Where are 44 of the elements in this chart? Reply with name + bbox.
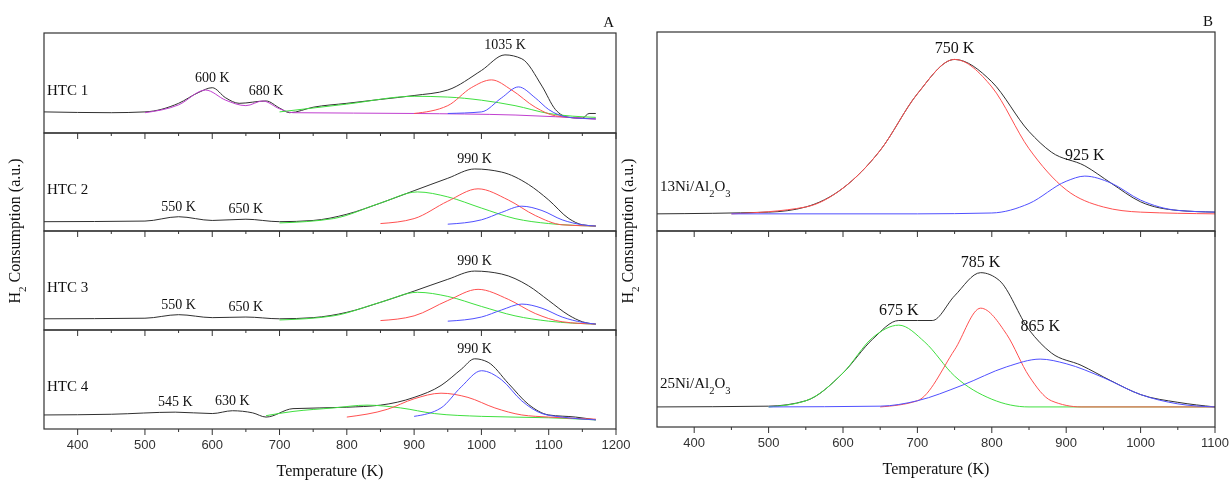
annotation: 990 K — [457, 253, 492, 269]
text: HTC 3 — [47, 279, 89, 296]
x-tick-label: 400 — [66, 437, 89, 452]
annotation: 750 K — [934, 39, 975, 57]
x-axis-title: Temperature (K) — [276, 462, 384, 480]
text: 13Ni/Al$_{2}$O$_{3}$ — [660, 178, 731, 199]
annotation: 545 K — [157, 394, 193, 410]
text: HTC 2 — [47, 180, 89, 197]
x-tick-label: 800 — [980, 435, 1003, 450]
annotation: 600 K — [194, 69, 230, 85]
text: 25Ni/Al$_{2}$O$_{3}$ — [660, 374, 731, 396]
x-axis-title: Temperature (K) — [882, 460, 990, 478]
x-tick-label: 500 — [757, 435, 780, 450]
text: HTC 4 — [47, 378, 89, 395]
annotation: 990 K — [457, 340, 492, 356]
annotation: 680 K — [248, 82, 284, 98]
annotation: 550 K — [161, 296, 196, 312]
x-tick-label: 900 — [1055, 435, 1078, 450]
annotation: 550 K — [161, 198, 196, 214]
x-tick-label: 1100 — [534, 437, 563, 452]
annotation: 865 K — [1020, 317, 1061, 335]
annotation: 785 K — [960, 252, 1001, 270]
annotation: 990 K — [457, 150, 492, 166]
annotation: 675 K — [879, 300, 920, 318]
x-tick-label: 700 — [268, 437, 291, 452]
annotation: 1035 K — [484, 36, 526, 52]
x-tick-label: 1100 — [1201, 435, 1229, 450]
x-tick-label: 1000 — [1126, 435, 1156, 450]
x-tick-label: 1000 — [466, 437, 496, 452]
annotation: 650 K — [228, 299, 264, 315]
text: HTC 1 — [47, 82, 89, 98]
x-tick-label: 800 — [335, 437, 358, 452]
x-tick-label: 700 — [906, 435, 929, 450]
annotation: 650 K — [228, 201, 264, 217]
x-tick-label: 1200 — [601, 437, 631, 452]
annotation: 925 K — [1065, 145, 1106, 163]
text: B — [1202, 13, 1213, 29]
x-tick-label: 600 — [832, 435, 854, 450]
x-tick-label: 500 — [134, 437, 156, 452]
x-tick-label: 400 — [683, 435, 706, 450]
x-tick-label: 600 — [201, 437, 224, 452]
x-tick-label: 900 — [403, 437, 425, 452]
text: A — [603, 14, 615, 30]
annotation: 630 K — [215, 392, 250, 408]
